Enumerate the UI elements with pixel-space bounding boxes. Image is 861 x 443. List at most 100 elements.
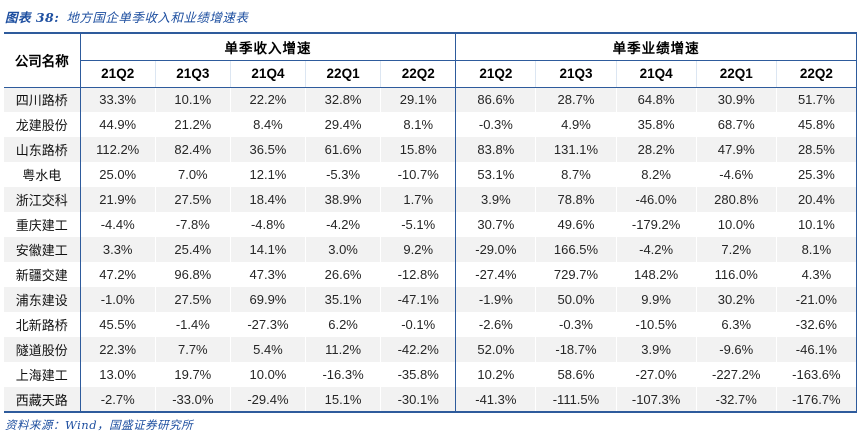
profit-cell: 729.7% [535, 262, 617, 287]
table-row: 山东路桥 112.2% 82.4% 36.5% 61.6% 15.8% 83.8% 131.1… [4, 137, 857, 162]
quarter-header-revenue-21Q2: 21Q2 [80, 60, 156, 88]
company-cell: 隧道股份 [4, 337, 81, 362]
quarter-header-revenue-21Q3: 21Q3 [154, 60, 231, 88]
revenue-cell: 45.5% [79, 312, 156, 337]
revenue-cell: -27.3% [229, 312, 306, 337]
profit-cell: -27.0% [615, 362, 697, 387]
company-cell: 粤水电 [4, 162, 81, 187]
profit-cell: 49.6% [535, 212, 617, 237]
profit-cell: -41.3% [455, 387, 536, 412]
table-row: 西藏天路 -2.7% -33.0% -29.4% 15.1% -30.1% -41.3% -1… [4, 387, 857, 412]
company-cell: 安徽建工 [4, 237, 81, 262]
revenue-cell: -33.0% [154, 387, 231, 412]
revenue-cell: -47.1% [380, 287, 457, 312]
profit-cell: 30.2% [695, 287, 777, 312]
profit-cell: 8.1% [775, 237, 857, 262]
profit-cell: 280.8% [695, 187, 777, 212]
revenue-cell: 38.9% [304, 187, 381, 212]
profit-section-header: 单季业绩增速 [455, 33, 857, 61]
profit-cell: 50.0% [535, 287, 617, 312]
quarter-header-profit-22Q2: 22Q2 [775, 60, 857, 88]
quarter-header-profit-21Q3: 21Q3 [535, 60, 617, 88]
source-note: 资料来源：Wind，国盛证券研究所 [5, 418, 194, 432]
revenue-cell: 10.0% [229, 362, 306, 387]
revenue-cell: 26.6% [304, 262, 381, 287]
revenue-section-header: 单季收入增速 [80, 33, 457, 61]
revenue-cell: 25.4% [154, 237, 231, 262]
profit-cell: 28.7% [535, 87, 617, 112]
company-cell: 重庆建工 [4, 212, 81, 237]
revenue-cell: 21.9% [79, 187, 156, 212]
table-row: 上海建工 13.0% 19.7% 10.0% -16.3% -35.8% 10.2% 58.6… [4, 362, 857, 387]
table-row: 浙江交科 21.9% 27.5% 18.4% 38.9% 1.7% 3.9% 78.8% -46… [4, 187, 857, 212]
revenue-cell: 12.1% [229, 162, 306, 187]
profit-cell: 6.3% [695, 312, 777, 337]
profit-cell: -176.7% [775, 387, 857, 412]
profit-cell: -4.6% [695, 162, 777, 187]
profit-cell: 7.2% [695, 237, 777, 262]
table-body: 四川路桥 33.3% 10.1% 22.2% 32.8% 29.1% 86.6% 28.7% 6… [4, 87, 857, 412]
profit-cell: 8.2% [615, 162, 697, 187]
profit-cell: -107.3% [615, 387, 697, 412]
revenue-cell: 8.1% [380, 112, 457, 137]
revenue-cell: 3.3% [79, 237, 156, 262]
revenue-cell: 18.4% [229, 187, 306, 212]
revenue-cell: 112.2% [79, 137, 156, 162]
revenue-cell: -1.0% [79, 287, 156, 312]
profit-cell: 78.8% [535, 187, 617, 212]
revenue-cell: -5.3% [304, 162, 381, 187]
profit-cell: -1.9% [455, 287, 536, 312]
revenue-cell: 33.3% [79, 87, 156, 112]
revenue-cell: 27.5% [154, 287, 231, 312]
quarter-header-row: 21Q2 21Q3 21Q4 22Q1 22Q2 21Q2 21Q3 21Q4 22Q1 22Q2 [4, 60, 857, 88]
profit-cell: -227.2% [695, 362, 777, 387]
company-cell: 四川路桥 [4, 87, 81, 112]
revenue-cell: 69.9% [229, 287, 306, 312]
profit-cell: 28.5% [775, 137, 857, 162]
company-column-header: 公司名称 [4, 33, 81, 88]
revenue-cell: 96.8% [154, 262, 231, 287]
profit-cell: 28.2% [615, 137, 697, 162]
company-cell: 浙江交科 [4, 187, 81, 212]
profit-cell: -9.6% [695, 337, 777, 362]
figure-title-text: 地方国企单季收入和业绩增速表 [66, 10, 249, 25]
profit-cell: 52.0% [455, 337, 536, 362]
profit-cell: 45.8% [775, 112, 857, 137]
quarter-header-revenue-22Q2: 22Q2 [380, 60, 457, 88]
quarter-header-profit-22Q1: 22Q1 [695, 60, 777, 88]
revenue-cell: 29.1% [380, 87, 457, 112]
revenue-cell: 22.3% [79, 337, 156, 362]
profit-cell: -46.1% [775, 337, 857, 362]
profit-cell: 64.8% [615, 87, 697, 112]
profit-cell: 148.2% [615, 262, 697, 287]
revenue-cell: -12.8% [380, 262, 457, 287]
revenue-cell: 8.4% [229, 112, 306, 137]
profit-cell: -32.7% [695, 387, 777, 412]
profit-cell: 86.6% [455, 87, 536, 112]
profit-cell: 8.7% [535, 162, 617, 187]
revenue-cell: -7.8% [154, 212, 231, 237]
profit-cell: 51.7% [775, 87, 857, 112]
company-cell: 西藏天路 [4, 387, 81, 412]
profit-cell: -179.2% [615, 212, 697, 237]
profit-cell: -0.3% [455, 112, 536, 137]
revenue-cell: -16.3% [304, 362, 381, 387]
profit-cell: -27.4% [455, 262, 536, 287]
revenue-cell: 6.2% [304, 312, 381, 337]
quarter-header-profit-21Q4: 21Q4 [615, 60, 697, 88]
revenue-cell: 36.5% [229, 137, 306, 162]
profit-cell: 68.7% [695, 112, 777, 137]
profit-cell: 83.8% [455, 137, 536, 162]
revenue-cell: -4.2% [304, 212, 381, 237]
revenue-cell: -5.1% [380, 212, 457, 237]
revenue-cell: -1.4% [154, 312, 231, 337]
profit-cell: -32.6% [775, 312, 857, 337]
profit-cell: -111.5% [535, 387, 617, 412]
revenue-cell: 15.1% [304, 387, 381, 412]
company-cell: 龙建股份 [4, 112, 81, 137]
table-row: 浦东建设 -1.0% 27.5% 69.9% 35.1% -47.1% -1.9% 50.0%… [4, 287, 857, 312]
revenue-cell: 19.7% [154, 362, 231, 387]
revenue-cell: -2.7% [79, 387, 156, 412]
company-cell: 北新路桥 [4, 312, 81, 337]
